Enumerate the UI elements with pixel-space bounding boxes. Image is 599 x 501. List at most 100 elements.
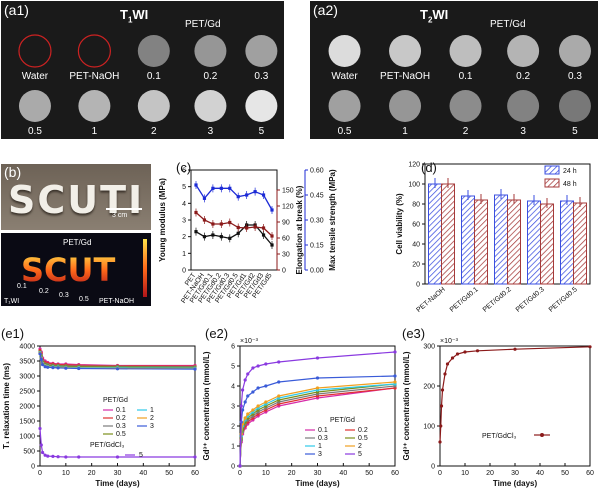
series-point: [440, 388, 445, 392]
series-point: [256, 364, 260, 368]
phantom-label: PET-NaOH: [380, 71, 430, 82]
c-right2-tick-label: 0.30: [310, 218, 324, 225]
c-left-tick-label: 3: [182, 218, 186, 225]
x-tick-label: 60: [391, 470, 399, 477]
x-tick-label: 50: [561, 470, 569, 477]
panel-label-e2: (e2): [205, 326, 229, 341]
series-point: [193, 455, 197, 459]
c-series-line: [195, 184, 273, 211]
e3-svg-y-tick-label: 0: [431, 464, 435, 471]
x-tick-label: 30: [314, 470, 322, 477]
series-point: [64, 366, 68, 370]
x-tick-label: 10: [62, 470, 70, 477]
phantom-disc: [558, 35, 591, 67]
a1-title: T1WI: [120, 7, 149, 25]
chart-e3: 0 100 200 300 0 10 20 30 40 50 60 Time (days) Gd³⁺ c…: [402, 338, 594, 488]
d-y-tick-label: 120: [408, 162, 420, 169]
series-point: [475, 349, 480, 353]
d-category-label: PET-NaOH: [415, 286, 446, 314]
series-point: [115, 455, 120, 459]
series-point: [246, 412, 250, 416]
series-point: [56, 366, 60, 370]
series-point: [51, 366, 55, 370]
d-category-label: PET/Gd0.2: [482, 286, 513, 314]
series-point: [450, 356, 455, 360]
a2-phantoms: Water PET-NaOH 0.1 0.2 0.3 0.5 1 2 3 5: [328, 35, 591, 137]
e2-svg-y-tick-label: 6: [231, 344, 235, 351]
heat-label: 0.3: [59, 292, 69, 299]
phantom-disc: [558, 90, 591, 122]
e2-svg-y-tick-label: 1: [231, 444, 235, 451]
scale-bar-label: 3 cm: [112, 212, 128, 219]
phantom-disc: [449, 90, 482, 122]
e2-svg-y-tick-label: 3: [231, 404, 235, 411]
series-point: [243, 378, 247, 382]
e1-svg-y-tick-label: 3000: [19, 374, 35, 381]
c-right1-tick-label: 90: [282, 220, 290, 227]
e1-svg-y-tick-label: 4000: [19, 344, 35, 351]
phantom-label: 0.3: [254, 71, 268, 82]
heat-label: 0.5: [79, 296, 89, 303]
x-tick-label: 60: [191, 470, 199, 477]
e2-legend-label: 5: [358, 451, 362, 458]
series-point: [40, 363, 45, 367]
series-point: [43, 365, 47, 369]
e2-legend-label: 3: [318, 451, 322, 458]
phantom-disc: [245, 35, 278, 67]
d-bar: [428, 183, 442, 285]
x-tick-label: 20: [288, 470, 296, 477]
phantom-label: Water: [22, 71, 49, 82]
d-category-label: PET/Gd0.5: [548, 286, 579, 314]
series-point: [277, 394, 281, 398]
e2-legend-label: 0.3: [318, 435, 328, 442]
phantom-disc: [194, 90, 227, 122]
phantom-disc: [449, 35, 482, 67]
c-right1-tick-label: 0: [282, 268, 286, 275]
e3-legend-label: PET/GdCl₃: [482, 433, 517, 440]
series-point: [455, 352, 460, 356]
chart-e1: 0 500 1000 1500 2000 2500 3000 3500 4000 0 10 20 30 4…: [2, 344, 199, 489]
d-bar: [573, 202, 587, 285]
series-point: [588, 345, 592, 349]
series-point: [39, 443, 43, 447]
y-exponent: ×10⁻³: [440, 338, 459, 345]
e2-svg-y-tick-label: 5: [231, 364, 235, 371]
series-line: [439, 346, 591, 443]
series-point: [438, 440, 442, 444]
e3-legend-marker: [540, 433, 544, 437]
series-point: [40, 450, 45, 455]
series-point: [439, 424, 443, 428]
series-point: [315, 386, 320, 390]
e1-legend-title2: PET/GdCl₃: [90, 442, 125, 449]
series-point: [239, 404, 243, 408]
e1-legend-label: 2: [150, 415, 154, 422]
phantom-label: 5: [259, 126, 265, 137]
phantom-disc: [194, 35, 227, 67]
a1-phantoms: Water PET-NaOH 0.1 0.2 0.3 0.5 1 2 3 5: [18, 34, 278, 137]
ylabel: Gd³⁺ concentration (mmol/L): [402, 351, 411, 460]
phantom-disc: [328, 35, 361, 67]
c-right2-tick-label: 0.15: [310, 243, 324, 250]
phantom-label: 2: [151, 126, 157, 137]
phantom-label: 3: [520, 126, 526, 137]
c-right2-tick-label: 0.45: [310, 193, 324, 200]
series-point: [251, 390, 255, 394]
series-point: [315, 376, 320, 380]
series-point: [193, 367, 197, 371]
series-point: [39, 357, 43, 361]
series-point: [246, 394, 250, 398]
series-point: [256, 404, 260, 408]
phantom-label: 2: [463, 126, 469, 137]
phantom-label: 1: [402, 126, 408, 137]
e1-svg-y-tick-label: 0: [31, 464, 35, 471]
c-left-tick-label: 5: [182, 184, 186, 191]
d-bar: [527, 200, 541, 285]
xlabel: Time (days): [295, 479, 340, 488]
e1-svg-y-tick-label: 2000: [19, 404, 35, 411]
d-category-label: PET/Gd0.1: [449, 286, 480, 314]
series-point: [315, 356, 320, 360]
a1-group-label: PET/Gd: [185, 19, 221, 30]
chart-c: 012345603060901201500.000.150.300.450.60…: [158, 168, 337, 305]
c-left-tick-label: 1: [182, 251, 186, 258]
